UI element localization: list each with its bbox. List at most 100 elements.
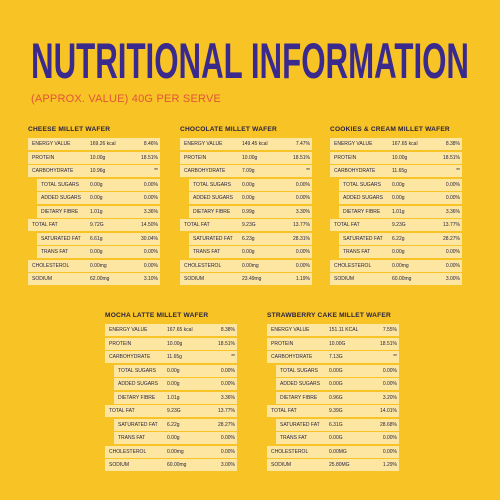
amount: 0.00g [392, 249, 405, 255]
nutrient: ENERGY VALUE [271, 327, 310, 333]
table-row: CHOLESTEROL 0.00mg 0.00% [105, 445, 237, 458]
table-row: TOTAL SUGARS 0.00g 0.00% [189, 178, 312, 191]
table-row: PROTEIN 10.00g 18.51% [180, 151, 312, 164]
table-row: DIETARY FIBRE 1.01g 3.36% [114, 391, 237, 404]
nutrient: TOTAL FAT [109, 408, 135, 414]
amount: 23.49mg [242, 276, 262, 282]
daily-value: 30.04% [141, 235, 158, 242]
nutrient: DIETARY FIBRE [280, 394, 318, 401]
table-row: ADDED SUGARS 0.00g 0.00% [339, 192, 462, 204]
amount: 9.72G [90, 222, 104, 228]
nutrient: SODIUM [109, 462, 129, 468]
amount: 0.00mg [90, 262, 107, 269]
daily-value: 28.68% [380, 421, 397, 428]
table-row: CARBOHYDRATE 10.96g ** [28, 165, 160, 177]
daily-value: 0.00% [220, 448, 235, 455]
table-row: PROTEIN 10.00g 18.51% [28, 151, 160, 164]
daily-value: 0.00% [295, 262, 310, 269]
table-title: MOCHA LATTE MILLET WAFER [105, 312, 209, 319]
amount: 6.22g [392, 235, 405, 242]
nutrient: TOTAL SUGARS [41, 181, 79, 188]
daily-value: 3.00% [220, 462, 235, 468]
amount: 1.01g [167, 394, 180, 401]
table-row: TOTAL FAT 9.23G 13.77% [180, 219, 312, 231]
daily-value: 3.10% [143, 276, 158, 282]
nutrient: CHOLESTEROL [271, 448, 309, 455]
table-row: TOTAL FAT 9.23G 13.77% [105, 405, 237, 417]
amount: 10.00g [167, 340, 183, 347]
amount: 149.45 kcal [242, 141, 268, 147]
amount: 9.39G [329, 408, 343, 414]
daily-value: 0.00% [143, 181, 158, 188]
nutrient: PROTEIN [32, 154, 55, 161]
nutrient: TOTAL SUGARS [343, 181, 381, 188]
table-title: CHEESE MILLET WAFER [28, 126, 111, 133]
daily-value: 18.51% [218, 340, 235, 347]
nutrient: ENERGY VALUE [32, 141, 71, 147]
nutrient: CARBOHYDRATE [32, 168, 74, 174]
nutrient: DIETARY FIBRE [343, 208, 381, 215]
table-row: TOTAL FAT 9.72G 14.50% [28, 219, 160, 231]
daily-value: 0.00% [445, 249, 460, 255]
daily-value: ** [456, 168, 460, 174]
daily-value: 28.27% [218, 421, 235, 428]
nutrient: ADDED SUGARS [118, 381, 159, 387]
amount: 0.00G [329, 435, 343, 441]
amount: 10.00g [242, 154, 258, 161]
nutrient: SATURATED FAT [280, 421, 320, 428]
amount: 7.09g [242, 168, 255, 174]
nutrient: TOTAL FAT [334, 222, 360, 228]
daily-value: 3.00% [445, 276, 460, 282]
daily-value: 7.47% [295, 141, 310, 147]
daily-value: ** [393, 354, 397, 360]
table-row: CARBOHYDRATE 11.65g ** [105, 351, 237, 363]
nutrient: SATURATED FAT [343, 235, 383, 242]
nutrient: TRANS FAT [343, 249, 371, 255]
amount: 0.00MG [329, 448, 347, 455]
nutrient: TRANS FAT [280, 435, 308, 441]
table-title: CHOCOLATE MILLET WAFER [180, 126, 277, 133]
table-row: ADDED SUGARS 0.00g 0.00% [114, 378, 237, 390]
nutrient: SODIUM [271, 462, 291, 468]
nutrient: TRANS FAT [41, 249, 69, 255]
amount: 0.00G [329, 367, 343, 374]
amount: 0.00g [242, 195, 255, 201]
nutrition-table: MOCHA LATTE MILLET WAFER ENERGY VALUE 167.… [105, 312, 237, 473]
table-row: TOTAL SUGARS 0.00g 0.00% [37, 178, 160, 191]
nutrient: PROTEIN [271, 340, 294, 347]
table-row: SODIUM 60.00mg 3.00% [105, 459, 237, 471]
amount: 0.00g [90, 181, 103, 188]
title-box: NUTRITIONAL INFORMATION [31, 33, 469, 89]
daily-value: 0.00% [143, 262, 158, 269]
table-row: SATURATED FAT 6.23g 28.31% [189, 232, 312, 245]
table-row: DIETARY FIBRE 1.01g 3.36% [339, 205, 462, 218]
table-row: ADDED SUGARS 0.00G 0.00% [276, 378, 399, 390]
daily-value: 3.30% [295, 208, 310, 215]
nutrient: ENERGY VALUE [109, 327, 148, 333]
daily-value: ** [154, 168, 158, 174]
daily-value: 14.50% [141, 222, 158, 228]
table-row: TOTAL FAT 9.39G 14.01% [267, 405, 399, 417]
daily-value: 3.20% [382, 394, 397, 401]
nutrient: DIETARY FIBRE [41, 208, 79, 215]
table-row: PROTEIN 10.00g 18.51% [105, 337, 237, 350]
table-row: SODIUM 62.00mg 3.10% [28, 273, 160, 285]
nutrient: PROTEIN [334, 154, 357, 161]
daily-value: 0.00% [220, 367, 235, 374]
nutrient: DIETARY FIBRE [118, 394, 156, 401]
daily-value: 18.51% [443, 154, 460, 161]
daily-value: 8.38% [445, 141, 460, 147]
amount: 6.61g [90, 235, 103, 242]
table-row: TRANS FAT 0.00g 0.00% [339, 246, 462, 258]
amount: 0.00g [242, 181, 255, 188]
nutrient: CARBOHYDRATE [109, 354, 151, 360]
daily-value: 0.00% [220, 381, 235, 387]
nutrition-table: CHEESE MILLET WAFER ENERGY VALUE 169.26 kc… [28, 126, 160, 287]
nutrient: DIETARY FIBRE [193, 208, 231, 215]
nutrition-table: CHOCOLATE MILLET WAFER ENERGY VALUE 149.45… [180, 126, 312, 287]
nutrient: TOTAL SUGARS [118, 367, 156, 374]
table-row: CARBOHYDRATE 7.13G ** [267, 351, 399, 363]
nutrient: ADDED SUGARS [280, 381, 321, 387]
table-row: CHOLESTEROL 0.00MG 0.00% [267, 445, 399, 458]
